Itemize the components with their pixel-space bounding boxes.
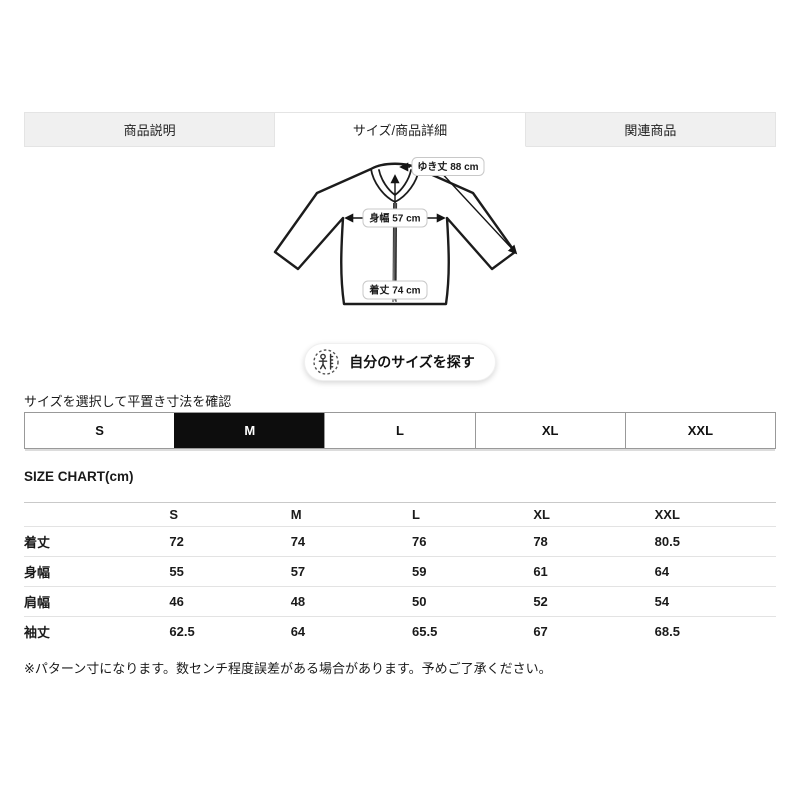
table-cell: 64 [290,616,412,646]
table-cell: 46 [169,586,291,617]
table-header-xxl: XXL [654,507,680,522]
table-header-m: M [290,507,302,522]
table-cell: 62.5 [169,616,291,646]
table-cell: 52 [533,586,655,617]
svg-text:着丈 74 cm: 着丈 74 cm [368,284,420,297]
row-label: 袖丈 [24,616,170,646]
row-label: 着丈 [24,526,170,557]
tab-product-description[interactable]: 商品説明 [24,112,276,147]
table-header-s: S [169,507,179,522]
jacket-measurement-diagram: ゆき丈 88 cm 身幅 57 cm 着丈 74 cm [24,150,776,318]
row-label: 肩幅 [24,586,170,617]
table-cell: 48 [290,586,412,617]
svg-text:ゆき丈 88 cm: ゆき丈 88 cm [417,160,478,173]
find-my-size-button[interactable]: 自分のサイズを探す [304,343,496,381]
table-cell: 61 [533,556,655,587]
table-row: 肩幅 46 48 50 52 54 [24,586,776,617]
table-cell: 74 [290,526,412,557]
svg-text:身幅 57 cm: 身幅 57 cm [369,212,420,225]
table-cell: 59 [412,556,534,587]
table-row: 身幅 55 57 59 61 64 [24,556,776,587]
size-option-s[interactable]: S [25,413,175,448]
measurement-label-kitake: 着丈 74 cm [362,280,428,300]
table-cell: 57 [290,556,412,587]
measurement-label-mihaba: 身幅 57 cm [362,208,428,228]
footnote: ※パターン寸になります。数センチ程度誤差がある場合があります。予めご了承ください… [24,661,552,676]
table-cell: 80.5 [654,526,776,557]
measurement-label-yuki: ゆき丈 88 cm [411,157,485,176]
size-option-xl[interactable]: XL [474,413,625,448]
table-header-l: L [412,507,420,522]
size-select-instruction: サイズを選択して平置き寸法を確認 [24,394,232,409]
table-cell: 78 [533,526,655,557]
size-chart-table: S M L XL XXL 着丈 72 74 76 78 80.5 身幅 55 5… [24,502,776,646]
body-measure-icon [312,348,340,376]
tab-size-details[interactable]: サイズ/商品詳細 [275,112,526,147]
table-cell: 65.5 [412,616,534,646]
find-size-button-row: 自分のサイズを探す [24,343,776,381]
table-cell: 55 [169,556,291,587]
tab-bar: 商品説明 サイズ/商品詳細 関連商品 [24,112,776,147]
table-header-empty [24,503,169,527]
table-cell: 68.5 [654,616,776,646]
size-option-m[interactable]: M [174,413,325,448]
table-row: 着丈 72 74 76 78 80.5 [24,526,776,557]
size-chart-title: SIZE CHART(cm) [24,469,134,484]
size-chart: S M L XL XXL 着丈 72 74 76 78 80.5 身幅 55 5… [24,502,776,646]
table-header-row: S M L XL XXL [24,503,776,527]
table-cell: 50 [412,586,534,617]
table-header-xl: XL [533,507,550,522]
table-cell: 67 [533,616,655,646]
row-label: 身幅 [24,556,170,587]
size-option-xxl[interactable]: XXL [624,413,776,448]
size-selector: S M L XL XXL [24,412,776,449]
table-row: 袖丈 62.5 64 65.5 67 68.5 [24,616,776,646]
table-cell: 72 [169,526,291,557]
table-cell: 54 [654,586,776,617]
table-cell: 76 [412,526,534,557]
find-my-size-label: 自分のサイズを探す [349,354,475,370]
table-cell: 64 [654,556,776,587]
size-option-l[interactable]: L [324,413,475,448]
jacket-diagram-svg: ゆき丈 88 cm 身幅 57 cm 着丈 74 cm [273,157,518,306]
tab-related-products[interactable]: 関連商品 [525,112,776,147]
